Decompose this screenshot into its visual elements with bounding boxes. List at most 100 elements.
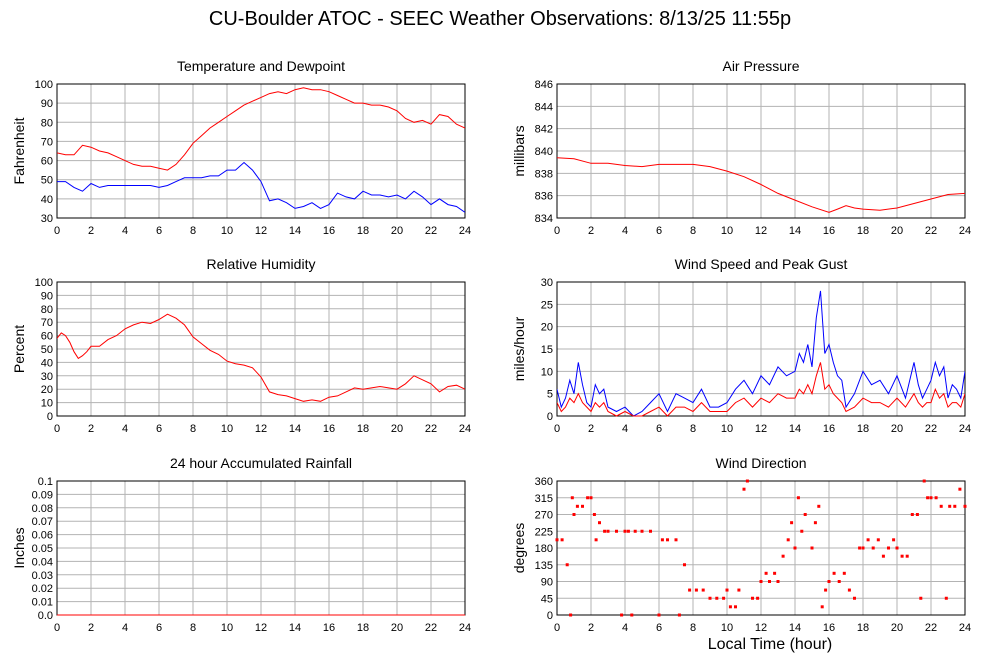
rain-y-tick-label: 0.05 [32, 543, 53, 555]
dir-direction-point [963, 504, 967, 508]
temp-series-line-1 [57, 87, 465, 171]
rain-y-tick-label: 0.07 [32, 516, 53, 528]
pressure-series-line-1 [557, 157, 965, 213]
dir-direction-point [606, 529, 610, 533]
wind-x-tick-label: 10 [721, 423, 733, 435]
dir-y-tick-label: 225 [535, 526, 553, 538]
temp-y-tick-label: 50 [41, 175, 53, 187]
rh-title: Relative Humidity [207, 256, 316, 272]
dir-title: Wind Direction [715, 455, 806, 471]
rain-y-tick-label: 0.1 [38, 476, 53, 488]
dir-direction-point [569, 613, 573, 617]
rain-x-tick-label: 16 [323, 622, 335, 634]
dir-direction-point [786, 538, 790, 542]
rh-x-tick-label: 12 [255, 423, 267, 435]
temp-y-tick-label: 80 [41, 117, 53, 129]
dir-direction-point [660, 538, 664, 542]
dir-x-tick-label: 14 [789, 622, 801, 634]
pressure-x-tick-label: 12 [755, 225, 767, 237]
temp-chart: Temperature and DewpointFahrenheit304050… [11, 58, 471, 237]
dir-y-axis-label: degrees [511, 523, 527, 574]
rain-x-tick-label: 6 [156, 622, 162, 634]
pressure-x-tick-label: 16 [823, 225, 835, 237]
dir-direction-point [939, 504, 943, 508]
rh-y-tick-label: 40 [41, 357, 53, 369]
dir-y-tick-label: 90 [541, 577, 553, 589]
rh-x-tick-label: 14 [289, 423, 301, 435]
temp-x-tick-label: 2 [88, 225, 94, 237]
dir-direction-point [929, 496, 933, 500]
dir-y-tick-label: 135 [535, 560, 553, 572]
dir-direction-point [715, 596, 719, 600]
pressure-title: Air Pressure [722, 58, 799, 74]
rh-x-tick-label: 0 [54, 423, 60, 435]
wind-x-tick-label: 18 [857, 423, 869, 435]
dir-direction-point [759, 580, 763, 583]
dir-x-tick-label: 16 [823, 622, 835, 634]
rh-plot-frame [56, 281, 466, 417]
rh-x-tick-label: 6 [156, 423, 162, 435]
rain-x-tick-label: 8 [190, 622, 196, 634]
pressure-x-tick-label: 0 [554, 225, 560, 237]
rain-title: 24 hour Accumulated Rainfall [170, 455, 352, 471]
rain-x-tick-label: 24 [459, 622, 471, 634]
rain-y-tick-label: 0.01 [32, 597, 53, 609]
pressure-x-tick-label: 6 [656, 225, 662, 237]
wind-x-tick-label: 4 [622, 423, 628, 435]
dir-direction-point [560, 538, 564, 542]
dir-chart: Wind Directiondegrees0459013518022527031… [511, 455, 971, 634]
dir-direction-point [626, 529, 630, 533]
dir-direction-point [934, 496, 938, 500]
dir-x-tick-label: 12 [755, 622, 767, 634]
dir-direction-point [905, 554, 909, 558]
dir-direction-point [623, 529, 627, 533]
dir-direction-point [820, 605, 824, 609]
pressure-y-tick-label: 846 [535, 79, 553, 91]
dir-direction-point [598, 521, 601, 525]
dir-x-tick-label: 6 [656, 622, 662, 634]
rh-y-axis-label: Percent [11, 325, 27, 373]
wind-chart: Wind Speed and Peak Gust miles/hour 0 5 10 15… [511, 256, 971, 435]
rain-y-tick-label: 0.04 [32, 556, 53, 568]
dir-x-tick-label: 20 [891, 622, 903, 634]
pressure-x-tick-label: 10 [721, 225, 733, 237]
dir-direction-point [861, 546, 865, 550]
rain-x-tick-label: 22 [425, 622, 437, 634]
rh-y-tick-label: 60 [41, 331, 53, 343]
rain-x-tick-label: 2 [88, 622, 94, 634]
dir-direction-point [832, 571, 836, 575]
dir-direction-point [756, 596, 760, 600]
pressure-y-tick-label: 838 [535, 168, 553, 180]
wind-y-tick-label: 15 [541, 344, 553, 356]
wind-y-tick-label: 20 [541, 322, 553, 334]
dir-direction-point [926, 496, 930, 500]
rain-y-tick-label: 0.0 [38, 610, 53, 622]
rh-x-tick-label: 18 [357, 423, 369, 435]
wind-y-tick-label: 5 [547, 389, 553, 401]
dir-direction-point [922, 479, 926, 483]
dir-x-tick-label: 24 [959, 622, 971, 634]
temp-series-line-2 [57, 161, 465, 213]
dir-direction-point [586, 496, 590, 500]
pressure-y-tick-label: 842 [535, 124, 553, 136]
wind-x-tick-label: 12 [755, 423, 767, 435]
pressure-x-tick-label: 4 [622, 225, 628, 237]
wind-x-tick-label: 2 [588, 423, 594, 435]
temp-x-tick-label: 10 [221, 225, 233, 237]
wind-x-tick-label: 8 [690, 423, 696, 435]
dir-y-tick-label: 180 [535, 543, 553, 555]
dir-direction-point [581, 504, 584, 508]
rh-y-tick-label: 10 [41, 398, 53, 410]
dir-x-tick-label: 8 [690, 622, 696, 634]
wind-x-tick-label: 6 [656, 423, 662, 435]
dir-direction-point [876, 538, 880, 542]
rh-y-tick-label: 0 [47, 411, 53, 423]
dir-direction-point [824, 588, 828, 592]
dir-direction-point [677, 613, 681, 617]
temp-y-tick-label: 100 [35, 79, 53, 91]
rain-y-tick-label: 0.02 [32, 583, 53, 595]
dir-direction-point [728, 605, 732, 609]
dir-direction-point [892, 538, 896, 542]
dir-direction-point [555, 538, 559, 542]
